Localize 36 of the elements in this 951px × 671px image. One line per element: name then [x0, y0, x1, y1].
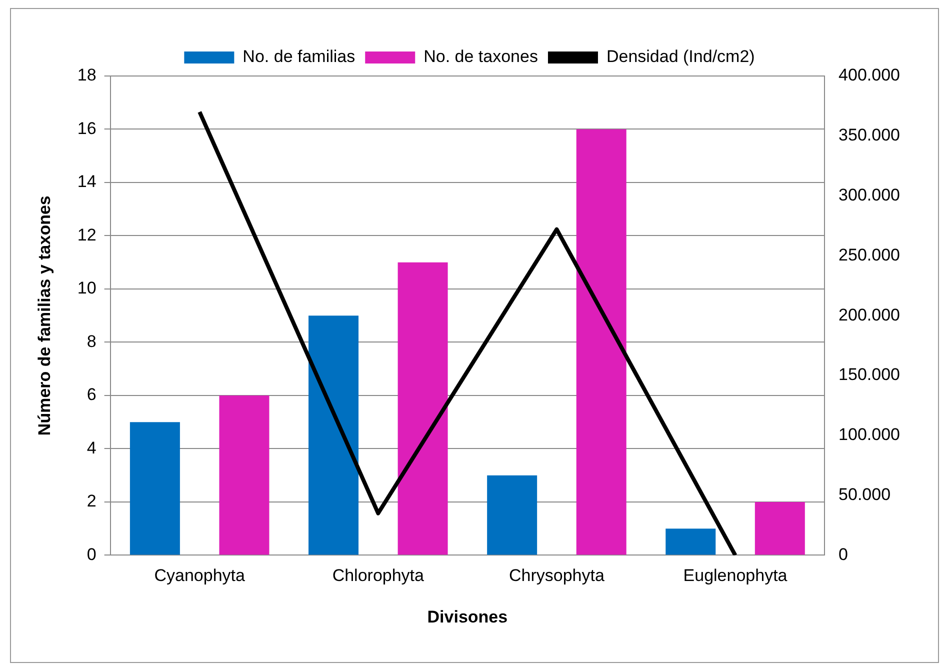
legend-label: No. de familias [242, 47, 356, 66]
y2-tick-label: 350.000 [838, 126, 900, 145]
y-tick-label: 16 [77, 118, 96, 138]
y-tick-label: 4 [86, 438, 96, 458]
legend-label: No. de taxones [424, 47, 538, 66]
y2-tick-label: 150.000 [838, 365, 900, 384]
y-axis-title: Número de familias y taxones [34, 196, 54, 436]
bar [308, 316, 359, 555]
x-tick-label: Chlorophyta [332, 566, 425, 586]
bar [576, 129, 626, 555]
y-tick-label: 2 [86, 492, 96, 511]
y2-tick-label: 0 [838, 544, 848, 564]
bar [398, 262, 448, 555]
y2-tick-label: 400.000 [838, 66, 900, 85]
y-tick-label: 12 [77, 225, 96, 244]
bar [219, 395, 270, 555]
y2-tick-label: 300.000 [838, 185, 900, 204]
y-tick-label: 8 [86, 332, 96, 351]
bar [754, 502, 805, 555]
bar [487, 475, 538, 555]
y-tick-label: 14 [77, 172, 96, 192]
x-tick-label: Cyanophyta [154, 566, 246, 586]
x-tick-label: Euglenophyta [683, 566, 788, 586]
bar [130, 422, 180, 555]
y-tick-label: 10 [77, 278, 96, 298]
y2-tick-label: 250.000 [838, 245, 900, 264]
x-axis-title: Divisones [427, 607, 508, 626]
y-tick-label: 6 [86, 385, 96, 404]
x-tick-label: Chrysophyta [508, 566, 605, 586]
y2-tick-label: 200.000 [838, 305, 900, 324]
y-tick-label: 0 [86, 544, 96, 564]
legend-label: Densidad (Ind/cm2) [606, 47, 755, 66]
y2-tick-label: 50.000 [838, 484, 891, 504]
bar [666, 528, 716, 555]
y-tick-label: 18 [77, 66, 96, 85]
y2-tick-label: 100.000 [838, 425, 900, 444]
